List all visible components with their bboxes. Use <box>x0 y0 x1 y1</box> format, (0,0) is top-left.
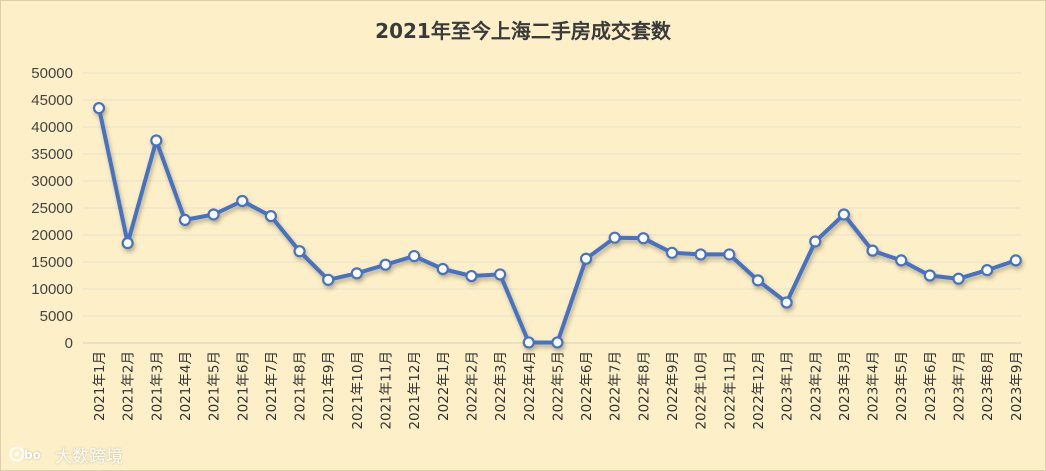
data-point[interactable] <box>236 194 249 208</box>
x-tick-label: 2022年6月 <box>579 351 595 421</box>
x-tick-label: 2021年4月 <box>178 351 194 421</box>
data-point[interactable] <box>608 231 621 244</box>
data-point[interactable] <box>436 262 449 276</box>
gridlines <box>83 72 1021 344</box>
data-point[interactable] <box>551 336 564 349</box>
x-tick-label: 2023年1月 <box>780 351 796 421</box>
data-point[interactable] <box>322 273 335 286</box>
y-tick-label: 5000 <box>40 308 73 325</box>
data-point[interactable] <box>379 258 392 271</box>
data-point[interactable] <box>895 254 908 267</box>
x-tick-label: 2022年2月 <box>464 351 480 421</box>
data-point[interactable] <box>579 252 593 265</box>
data-point[interactable] <box>522 336 535 349</box>
x-axis: 2021年1月 2021年2月 2021年3月 2021年4月 2021年5月 2021年… <box>92 351 1025 430</box>
data-point[interactable] <box>494 268 507 281</box>
y-tick-label: 45000 <box>31 92 73 109</box>
x-tick-label: 2021年1月 <box>92 351 108 421</box>
watermark-text: 大数跨境 <box>55 446 123 467</box>
y-axis: 0 5000 10000 15000 20000 25000 30000 35000 40000… <box>31 65 73 352</box>
data-point[interactable] <box>809 235 822 248</box>
data-point[interactable] <box>780 296 793 309</box>
y-tick-label: 15000 <box>31 254 73 271</box>
bigdata-logo-icon: bo <box>9 446 41 462</box>
x-tick-label: 2021年3月 <box>149 351 165 421</box>
x-tick-label: 2021年7月 <box>264 351 280 421</box>
x-tick-label: 2021年5月 <box>207 351 223 421</box>
data-point[interactable] <box>264 210 277 223</box>
x-tick-label: 2022年3月 <box>493 351 509 421</box>
x-tick-label: 2021年12月 <box>407 351 423 430</box>
x-tick-label: 2023年6月 <box>923 351 939 421</box>
x-tick-label: 2021年11月 <box>379 351 395 430</box>
y-tick-label: 30000 <box>31 173 73 190</box>
x-tick-label: 2022年5月 <box>550 351 566 421</box>
y-tick-label: 10000 <box>31 281 73 298</box>
y-tick-label: 50000 <box>31 65 73 82</box>
data-point[interactable] <box>923 269 936 282</box>
svg-text:bo: bo <box>24 448 41 462</box>
data-point[interactable] <box>1009 254 1022 267</box>
data-point[interactable] <box>665 246 679 259</box>
data-point[interactable] <box>207 208 220 221</box>
y-tick-label: 25000 <box>31 200 73 217</box>
data-point[interactable] <box>981 264 994 277</box>
x-tick-label: 2023年2月 <box>808 351 824 421</box>
x-tick-label: 2021年6月 <box>235 351 251 421</box>
data-point[interactable] <box>150 134 163 147</box>
data-point[interactable] <box>92 101 106 115</box>
x-tick-label: 2021年10月 <box>350 351 366 430</box>
x-tick-label: 2023年3月 <box>837 351 853 421</box>
data-point[interactable] <box>293 245 306 258</box>
x-tick-label: 2022年10月 <box>694 351 710 430</box>
chart-title: 2021年至今上海二手房成交套数 <box>375 19 671 43</box>
x-tick-label: 2022年8月 <box>636 351 652 421</box>
data-point[interactable] <box>178 213 192 226</box>
data-point[interactable] <box>866 244 879 257</box>
y-tick-label: 40000 <box>31 119 73 136</box>
y-tick-label: 0 <box>65 335 73 352</box>
y-tick-label: 20000 <box>31 227 73 244</box>
data-point[interactable] <box>952 272 965 285</box>
data-point[interactable] <box>751 274 765 287</box>
x-tick-label: 2022年9月 <box>665 351 681 421</box>
data-point[interactable] <box>121 237 134 250</box>
data-point[interactable] <box>350 267 363 280</box>
data-point[interactable] <box>723 248 736 261</box>
data-point[interactable] <box>408 249 421 263</box>
data-point[interactable] <box>694 248 707 261</box>
series-layer <box>92 101 1022 349</box>
x-tick-label: 2022年4月 <box>522 351 538 421</box>
x-tick-label: 2021年8月 <box>293 351 309 421</box>
data-point[interactable] <box>637 232 650 245</box>
x-tick-label: 2022年12月 <box>751 351 767 430</box>
x-tick-label: 2022年7月 <box>608 351 624 421</box>
x-tick-label: 2021年2月 <box>121 351 137 421</box>
watermark: bo 大数跨境 <box>9 441 123 467</box>
x-tick-label: 2023年4月 <box>866 351 882 421</box>
x-tick-label: 2022年11月 <box>722 351 738 430</box>
data-point[interactable] <box>465 269 478 283</box>
y-tick-label: 35000 <box>31 146 73 163</box>
x-tick-label: 2023年7月 <box>952 351 968 421</box>
data-point[interactable] <box>837 208 851 221</box>
x-tick-label: 2022年1月 <box>436 351 452 421</box>
series-line <box>97 106 1018 345</box>
x-tick-label: 2023年9月 <box>1009 351 1025 421</box>
x-tick-label: 2023年5月 <box>894 351 910 421</box>
x-tick-label: 2021年9月 <box>321 351 337 421</box>
x-tick-label: 2023年8月 <box>980 351 996 421</box>
